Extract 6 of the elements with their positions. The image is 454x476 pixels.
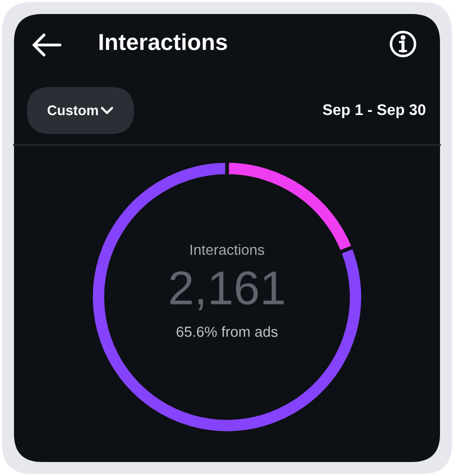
text: 2,161 <box>170 271 284 310</box>
chart-subtitle: Sep 1 - Sep 30 <box>322 104 426 118</box>
text: Interactions <box>190 244 264 255</box>
text: Custom <box>48 105 98 116</box>
text: 65.6% from ads <box>176 326 278 337</box>
chart-title: Interactions <box>100 33 227 50</box>
